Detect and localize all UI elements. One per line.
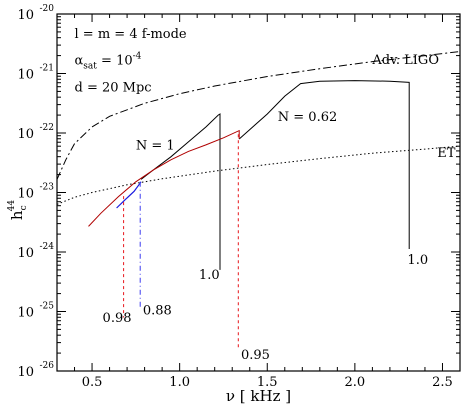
x-tick-label: 2.5 [432, 375, 453, 390]
annotations-layer: l = m = 4 f-mode αsat = 10-4 d = 20 Mpc Adv… [75, 27, 456, 363]
series-adv-ligo [56, 51, 461, 180]
val-10a-label: 1.0 [199, 268, 220, 283]
y-tick-label-base: 10 [17, 187, 34, 202]
y-axis-label-sup: 44 [7, 200, 17, 212]
y-tick-label-exp: -23 [40, 183, 55, 193]
adv-ligo-label: Adv. LIGO [371, 53, 439, 68]
x-tick-label: 0.5 [82, 375, 103, 390]
y-tick-label-base: 10 [17, 127, 34, 142]
n1-label: N = 1 [136, 139, 175, 154]
annotation-sub: sat [83, 62, 97, 72]
y-tick-label-base: 10 [17, 365, 34, 380]
y-tick-label-exp: -22 [40, 123, 55, 133]
y-tick-label: 10 -21 [17, 64, 54, 83]
y-tick-label-exp: -26 [40, 361, 55, 371]
x-tick-label: 1.5 [257, 375, 278, 390]
y-axis-label: hc44 [7, 200, 29, 220]
series-layer [56, 51, 461, 348]
labels-layer: 0.5 1.0 1.5 2.0 2.5 10 -20 10 -21 10 -22 10 -23 10 -24… [17, 4, 452, 390]
x-tick-label: 1.0 [169, 375, 190, 390]
y-tick-label-base: 10 [17, 68, 34, 83]
series-n062-red [88, 129, 240, 227]
y-tick-label-exp: -21 [40, 64, 55, 74]
val-095-label: 0.95 [241, 348, 270, 363]
ticks-layer [56, 13, 461, 372]
alpha-label: αsat = 10-4 [75, 52, 142, 72]
y-axis-label-base: h [8, 210, 26, 220]
y-tick-label: 10 -25 [17, 302, 54, 321]
n062-label: N = 0.62 [278, 110, 337, 125]
y-tick-label: 10 -24 [17, 242, 54, 261]
y-tick-label: 10 -26 [17, 361, 54, 380]
series-n062-black [238, 80, 410, 249]
annotation-sup: -4 [133, 52, 142, 62]
y-tick-label: 10 -23 [17, 183, 54, 202]
annotation-mid: = 10 [97, 54, 133, 69]
y-tick-label: 10 -20 [17, 4, 54, 23]
y-tick-label-base: 10 [17, 246, 34, 261]
y-tick-label-base: 10 [17, 8, 34, 23]
y-tick-label-exp: -20 [40, 4, 55, 14]
val-088-label: 0.88 [143, 303, 172, 318]
annotation-base: α [75, 54, 84, 69]
y-axis-label-sub: c [19, 205, 29, 210]
y-tick-label-base: 10 [17, 306, 34, 321]
val-10b-label: 1.0 [407, 253, 428, 268]
y-tick-label-exp: -25 [40, 302, 55, 312]
series-n1-blue [116, 181, 142, 209]
d-label: d = 20 Mpc [75, 80, 152, 95]
y-tick-label-exp: -24 [40, 242, 55, 252]
y-tick-label: 10 -22 [17, 123, 54, 142]
et-label: ET [437, 146, 455, 161]
val-098-label: 0.98 [103, 311, 132, 326]
x-axis-label: ν [ kHz ] [226, 387, 291, 405]
lm-label: l = m = 4 f-mode [75, 27, 187, 42]
x-tick-label: 2.0 [345, 375, 366, 390]
